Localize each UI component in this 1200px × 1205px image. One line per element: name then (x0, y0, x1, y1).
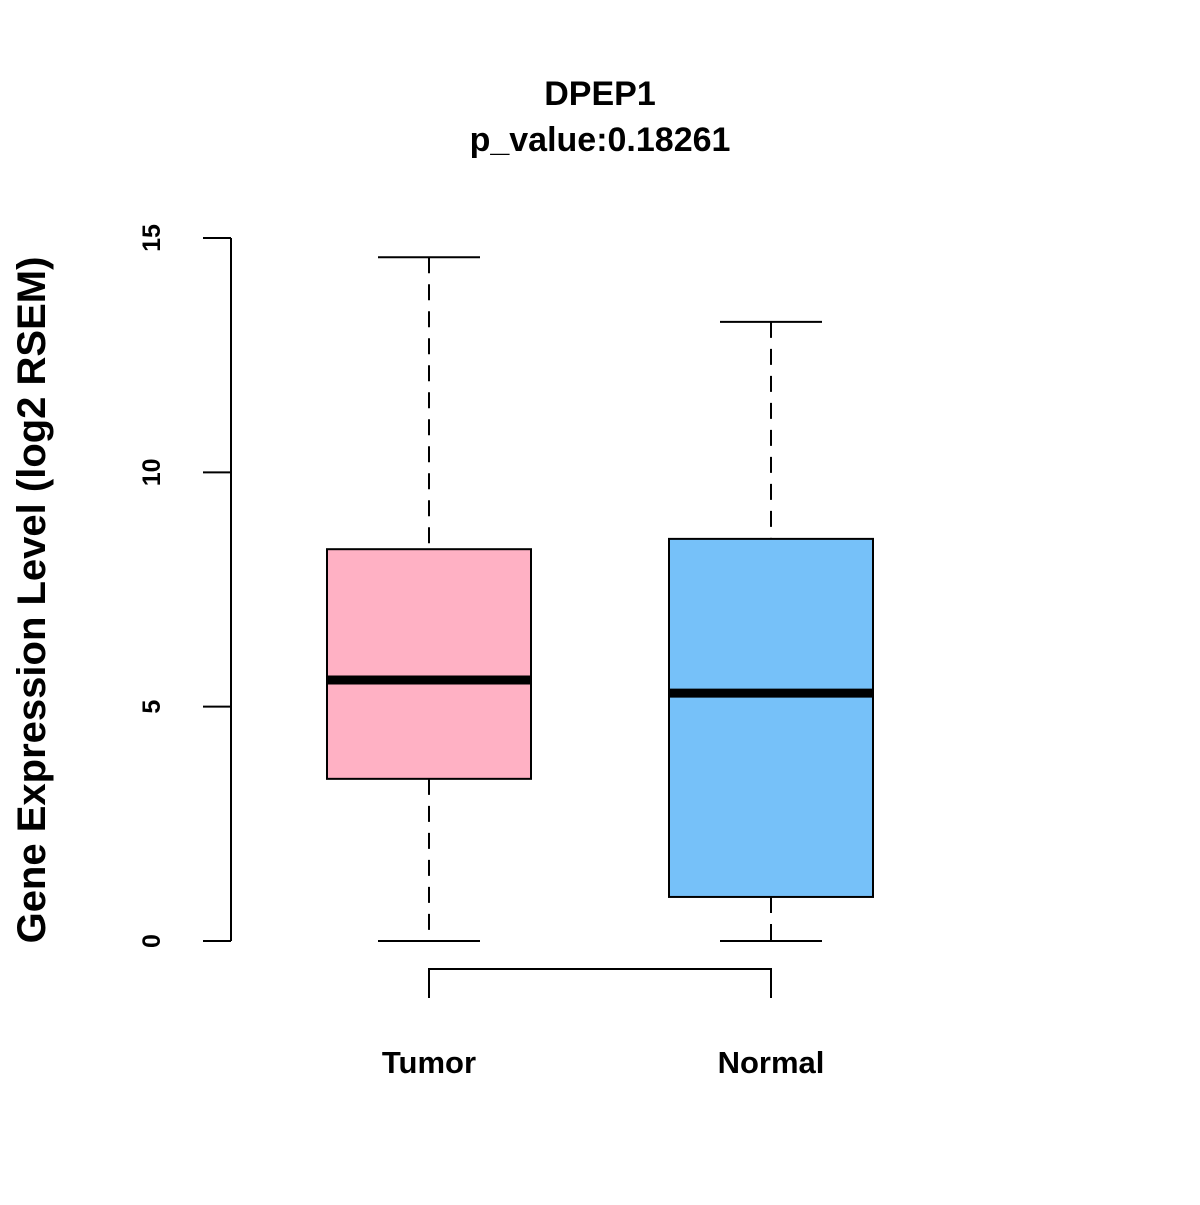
y-tick-label: 10 (138, 458, 166, 486)
x-axis-labels: Tumor Normal (382, 1045, 824, 1080)
y-axis: 0 5 10 15 (138, 224, 232, 948)
y-tick-label: 5 (138, 700, 166, 714)
x-tick-label: Normal (718, 1045, 825, 1080)
iqr-box (326, 548, 532, 780)
y-tick-label: 15 (138, 224, 166, 252)
y-axis-label: Gene Expression Level (log2 RSEM) (10, 257, 54, 944)
chart-subtitle: p_value:0.18261 (470, 121, 731, 159)
comparison-bracket (428, 968, 772, 998)
bracket-line (428, 968, 772, 998)
boxes (326, 256, 874, 942)
box-tumor (326, 256, 532, 942)
iqr-box (668, 537, 874, 898)
y-tick-label: 0 (138, 934, 166, 948)
chart-title: DPEP1 (544, 75, 656, 113)
x-tick-label: Tumor (382, 1045, 476, 1080)
box-normal (668, 320, 874, 942)
